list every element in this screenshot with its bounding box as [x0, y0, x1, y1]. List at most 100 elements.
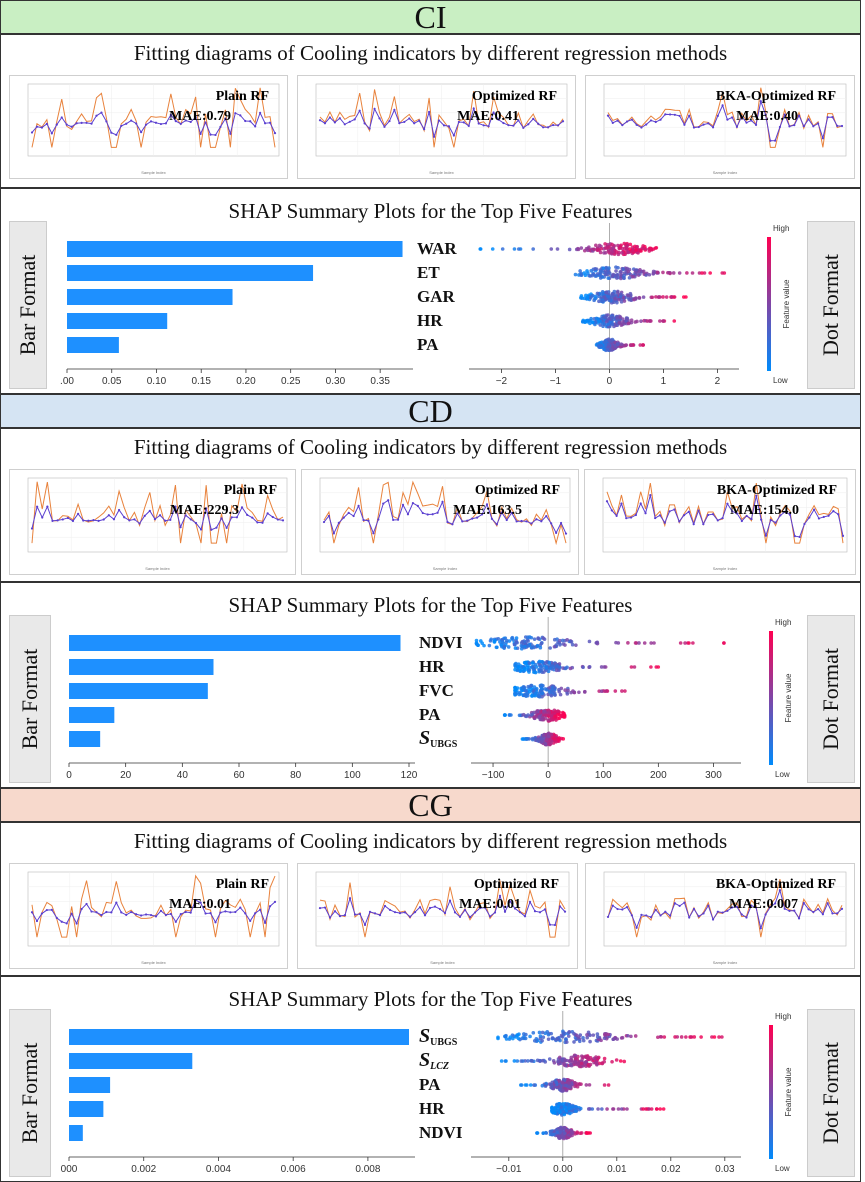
shap-dot: [626, 641, 630, 645]
predicted-point: [779, 514, 782, 517]
predicted-point: [477, 122, 480, 125]
shap-dot: [564, 1083, 568, 1088]
predicted-point: [174, 119, 177, 123]
predicted-point: [451, 523, 454, 526]
shap-dot: [581, 1055, 585, 1059]
shap-dot: [631, 274, 635, 279]
predicted-point: [266, 512, 269, 515]
predicted-point: [421, 511, 424, 515]
shap-dot: [540, 1058, 545, 1063]
predicted-point: [100, 913, 103, 917]
shap-dot: [567, 1106, 571, 1111]
cg-fit-panel-bka: BKA-Optimized RF MAE:0.007 Sample Index: [585, 863, 855, 969]
shap-dot: [622, 241, 627, 246]
predicted-point: [629, 516, 633, 519]
predicted-point: [50, 132, 53, 135]
predicted-point: [363, 122, 366, 125]
predicted-point: [411, 502, 414, 505]
shap-dot: [634, 268, 639, 272]
predicted-point: [179, 525, 182, 529]
predicted-point: [281, 519, 285, 522]
colorbar-high-label: High: [773, 224, 789, 233]
shap-dot: [544, 713, 548, 718]
shap-dot: [531, 667, 536, 672]
shap-dot: [567, 1030, 571, 1035]
cg-fit-heading: Fitting diagrams of Cooling indicators b…: [133, 829, 728, 853]
shap-dot: [578, 1106, 583, 1111]
bar-x-tick-label: 80: [290, 770, 302, 781]
shap-dot: [584, 246, 589, 251]
shap-dot: [672, 295, 676, 299]
shap-dot: [540, 1038, 544, 1043]
shap-dot: [490, 247, 495, 251]
ci-fit-panel-plain: Plain RF MAE:0.79 Sample Index: [9, 75, 288, 179]
shap-dot: [604, 319, 609, 324]
predicted-point: [194, 898, 197, 902]
predicted-point: [130, 910, 133, 914]
actual-series-line: [31, 874, 276, 938]
predicted-point: [688, 114, 691, 117]
predicted-point: [169, 912, 172, 916]
bar-x-tick-label: 0.006: [281, 1164, 306, 1175]
shap-dot: [555, 712, 560, 717]
cd-section-band: CD: [0, 394, 861, 428]
shap-dot: [584, 1083, 589, 1087]
predicted-point: [261, 521, 264, 524]
dot-x-tick-label: 0: [607, 376, 613, 387]
shap-dot: [614, 640, 618, 645]
shap-dot: [585, 297, 590, 301]
predicted-point: [431, 513, 434, 516]
predicted-point: [328, 116, 332, 119]
shap-dot: [641, 295, 646, 299]
predicted-point: [239, 114, 242, 117]
shap-dot: [547, 710, 551, 714]
shap-dot: [658, 319, 662, 323]
shap-dot: [599, 295, 604, 300]
predicted-point: [77, 512, 80, 515]
shap-dot: [581, 1038, 586, 1043]
predicted-point: [664, 113, 667, 116]
feature-label: PA: [419, 705, 441, 724]
shap-dot: [594, 641, 599, 645]
shap-dot: [540, 1030, 545, 1035]
dot-x-tick-label: −2: [496, 376, 508, 387]
predicted-point: [802, 125, 805, 128]
predicted-point: [553, 923, 557, 927]
predicted-point: [678, 904, 681, 908]
shap-dot: [585, 1032, 589, 1037]
shap-dot: [614, 269, 618, 273]
predicted-point: [214, 921, 217, 924]
shap-dot: [594, 1059, 599, 1064]
shap-bar: [69, 1125, 83, 1141]
shap-dot: [588, 274, 593, 278]
ci-fit-panel-bka: BKA-Optimized RF MAE:0.40 Sample Index: [585, 75, 855, 179]
predicted-point: [797, 114, 801, 117]
shap-dot: [611, 1107, 615, 1111]
shap-dot: [514, 636, 519, 640]
shap-dot: [654, 1107, 659, 1111]
shap-dot: [583, 689, 587, 694]
predicted-series-line: [319, 106, 564, 137]
predicted-point: [788, 909, 791, 913]
shap-dot: [608, 244, 612, 249]
shap-dot: [608, 248, 613, 252]
shap-dot: [546, 731, 550, 736]
colorbar-title: Feature value: [784, 673, 793, 722]
predicted-point: [353, 913, 357, 916]
shap-dot: [548, 1129, 553, 1134]
shap-dot: [528, 1034, 532, 1039]
predicted-point: [322, 520, 326, 524]
predicted-point: [522, 126, 525, 129]
predicted-point: [184, 910, 187, 914]
shap-dot: [585, 269, 589, 273]
fit-mae-label: MAE:154.0: [730, 503, 799, 518]
predicted-point: [788, 513, 792, 516]
shap-dot: [515, 1059, 520, 1063]
cg-shap-box: SHAP Summary Plots for the Top Five Feat…: [0, 976, 861, 1182]
predicted-point: [135, 122, 138, 125]
colorbar-title: Feature value: [784, 1067, 793, 1116]
cd-fit-panel-bka: BKA-Optimized RF MAE:154.0 Sample Index: [584, 469, 856, 575]
shap-dot: [613, 297, 617, 301]
predicted-point: [75, 122, 78, 125]
shap-dot: [571, 1060, 575, 1064]
